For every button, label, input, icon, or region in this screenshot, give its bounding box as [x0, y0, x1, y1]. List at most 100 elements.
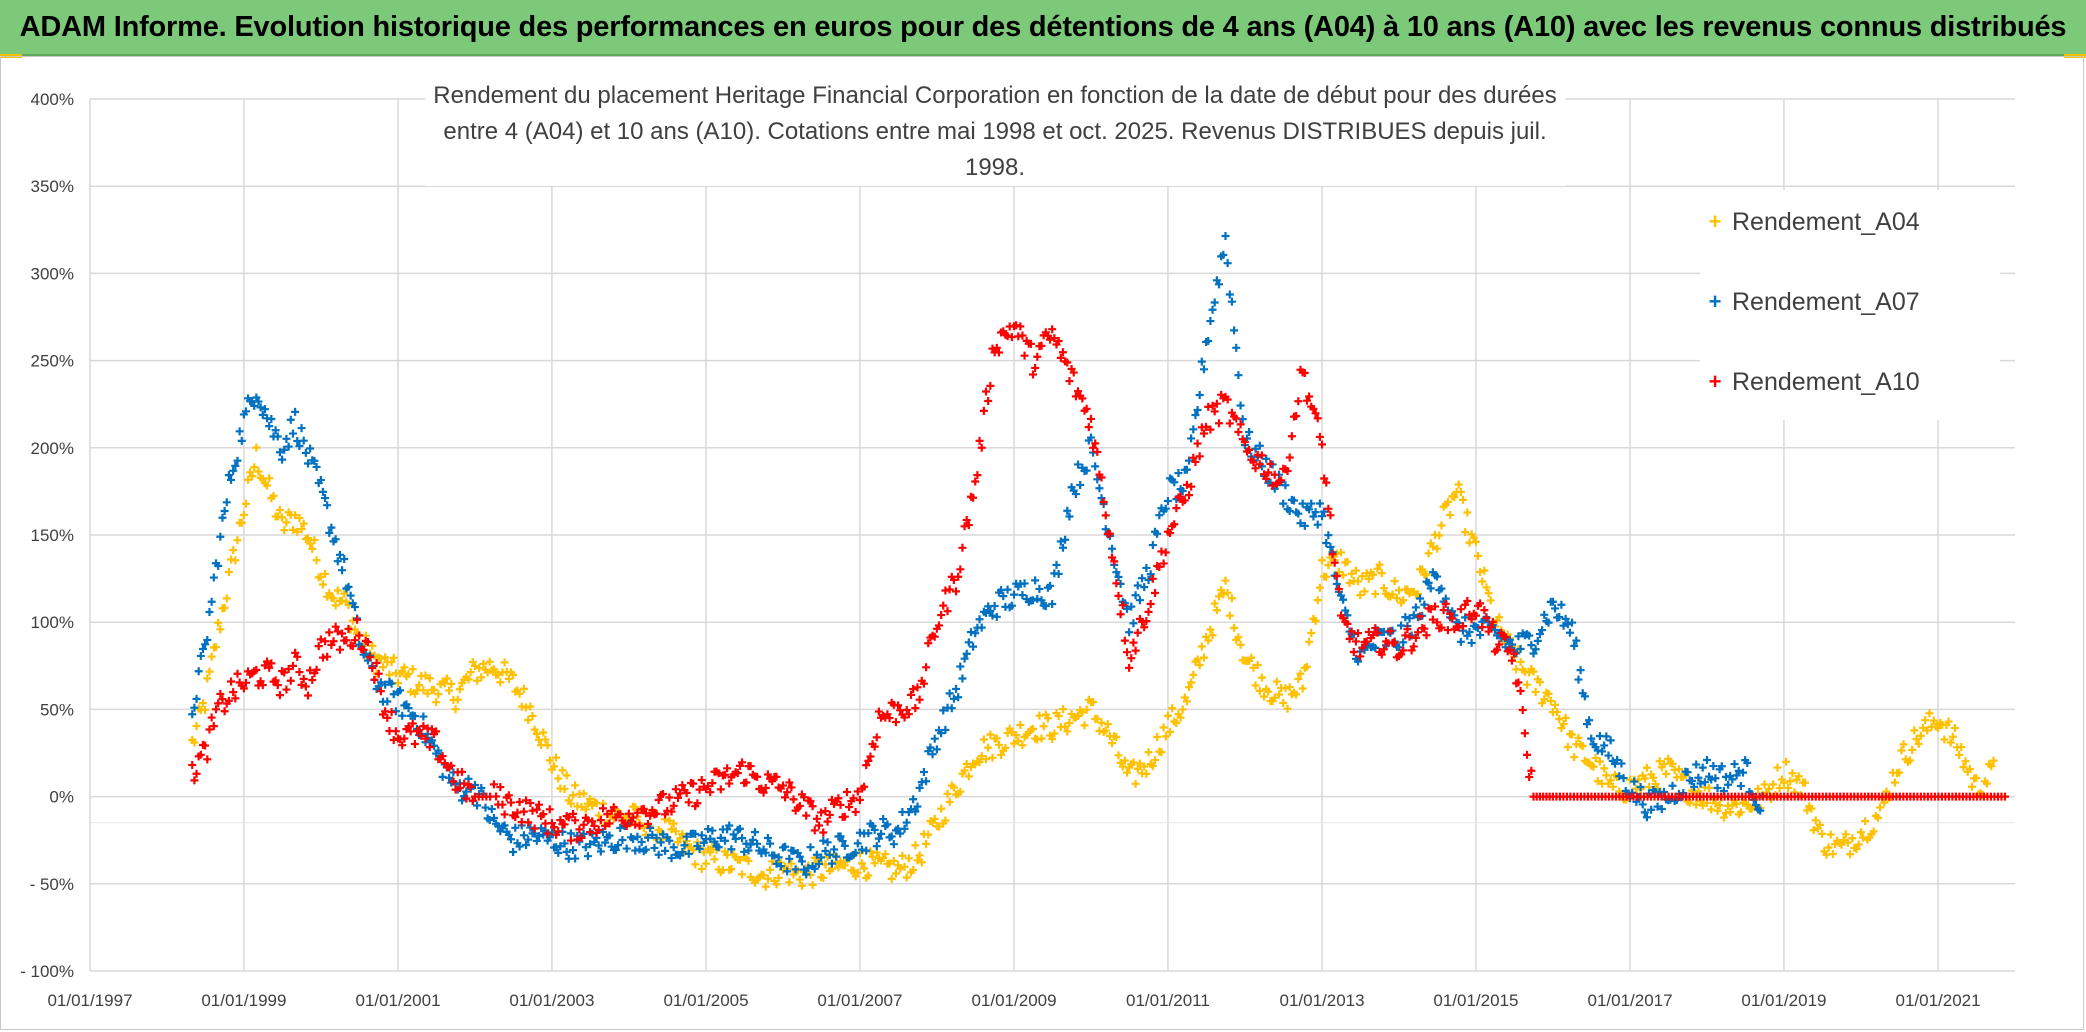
data-point — [766, 865, 775, 874]
data-point — [1401, 631, 1410, 640]
data-point — [1557, 600, 1566, 609]
data-point — [1283, 467, 1292, 476]
data-point — [1687, 776, 1696, 785]
data-point — [646, 811, 655, 820]
data-point — [224, 568, 233, 577]
data-point — [1606, 776, 1615, 785]
data-point — [190, 703, 199, 712]
data-point — [280, 668, 289, 677]
data-point — [1195, 452, 1204, 461]
data-point — [1046, 335, 1055, 344]
data-point — [891, 869, 900, 878]
data-point — [827, 795, 836, 804]
data-point — [802, 811, 811, 820]
data-point — [616, 810, 625, 819]
data-point — [575, 825, 584, 834]
data-point — [216, 689, 225, 698]
data-point — [1172, 718, 1181, 727]
data-point — [896, 829, 905, 838]
data-point — [624, 809, 633, 818]
data-point — [598, 804, 607, 813]
data-point — [900, 862, 909, 871]
data-point — [1642, 813, 1651, 822]
data-point — [291, 407, 300, 416]
data-point — [753, 839, 762, 848]
data-point — [1245, 428, 1254, 437]
data-point — [706, 848, 715, 857]
chart-frame — [0, 56, 2084, 1030]
data-point — [605, 831, 614, 840]
data-point — [447, 679, 456, 688]
banner-title: ADAM Informe. Evolution historique des p… — [19, 10, 2067, 43]
data-point — [207, 652, 216, 661]
data-point — [1078, 708, 1087, 717]
data-point — [1989, 756, 1998, 765]
data-point — [1461, 613, 1470, 622]
data-point — [1636, 783, 1645, 792]
data-point — [445, 773, 454, 782]
data-point — [188, 760, 197, 769]
data-point — [855, 795, 864, 804]
data-point — [1311, 616, 1320, 625]
data-point — [654, 796, 663, 805]
data-point — [1050, 334, 1059, 343]
x-tick-label: 01/01/2005 — [663, 991, 748, 1010]
data-point — [650, 843, 659, 852]
data-point — [1095, 484, 1104, 493]
data-point — [1012, 321, 1021, 330]
data-point — [451, 785, 460, 794]
data-point — [1236, 640, 1245, 649]
data-point — [1089, 697, 1098, 706]
data-point — [1486, 623, 1495, 632]
data-point — [922, 663, 931, 672]
data-point — [265, 422, 274, 431]
data-point — [1326, 542, 1335, 551]
data-point — [1324, 531, 1333, 540]
data-point — [1358, 572, 1367, 581]
data-point — [697, 864, 706, 873]
data-point — [1824, 843, 1833, 852]
data-point — [314, 642, 323, 651]
data-point — [1895, 768, 1904, 777]
data-point — [1123, 604, 1131, 613]
data-point — [1189, 425, 1198, 434]
data-point — [1604, 751, 1613, 760]
data-point — [1529, 667, 1538, 676]
data-point — [966, 628, 975, 637]
data-point — [1050, 729, 1059, 738]
data-point — [994, 348, 1003, 357]
data-point — [1411, 633, 1420, 642]
data-point — [1123, 648, 1131, 657]
data-point — [1294, 509, 1303, 518]
data-point — [821, 846, 830, 855]
data-point — [1955, 750, 1964, 759]
data-point — [1110, 557, 1119, 566]
data-point — [1093, 714, 1102, 723]
data-point — [1540, 610, 1549, 619]
data-point — [524, 835, 533, 844]
data-point — [350, 603, 359, 612]
data-point — [500, 810, 509, 819]
data-point — [1912, 735, 1921, 744]
data-point — [250, 463, 259, 472]
data-point — [1869, 827, 1878, 836]
data-point — [937, 804, 946, 813]
data-point — [827, 859, 836, 868]
data-point — [1563, 743, 1572, 752]
data-point — [1082, 466, 1091, 475]
data-point — [1561, 614, 1570, 623]
data-point — [1659, 760, 1668, 769]
data-point — [1516, 657, 1525, 666]
data-point — [1155, 511, 1164, 520]
data-point — [201, 741, 210, 750]
data-point — [519, 684, 528, 693]
data-point — [1651, 779, 1660, 788]
data-point — [566, 829, 575, 838]
data-point — [971, 477, 980, 486]
x-tick-label: 01/01/2015 — [1433, 991, 1518, 1010]
data-point — [477, 673, 486, 682]
data-point — [1743, 758, 1752, 767]
data-point — [404, 722, 413, 731]
data-point — [915, 783, 924, 792]
data-point — [891, 718, 900, 727]
